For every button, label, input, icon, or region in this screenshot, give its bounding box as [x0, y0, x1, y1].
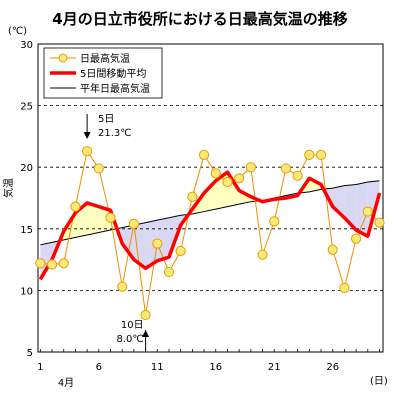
- daily-point: [198, 149, 210, 160]
- daily-point: [117, 281, 128, 292]
- y-axis-unit: (℃): [8, 26, 27, 37]
- daily-point: [292, 170, 303, 181]
- daily-point: [152, 238, 163, 249]
- fill-segment: [145, 220, 158, 269]
- legend-marker-daily: [58, 53, 68, 63]
- daily-point: [351, 233, 362, 244]
- fill-segment: [356, 181, 368, 237]
- daily-point: [362, 206, 373, 217]
- daily-point: [327, 244, 338, 255]
- plot-frame: [37, 43, 384, 353]
- x-tick-label: 1: [37, 362, 43, 373]
- x-tick-label: 6: [96, 362, 102, 373]
- y-tick-label: 20: [20, 163, 33, 174]
- y-tick-label: 30: [20, 40, 33, 51]
- annotation-day: 10日: [121, 320, 144, 331]
- annotation-day: 5日: [98, 114, 114, 125]
- fill-segment: [40, 242, 53, 280]
- daily-point: [374, 217, 385, 228]
- x-tick-label: 11: [151, 362, 164, 373]
- daily-point: [222, 176, 233, 188]
- daily-point: [82, 146, 93, 157]
- fill-segment: [98, 206, 111, 233]
- daily-point: [58, 258, 69, 269]
- y-tick-label: 5: [27, 348, 33, 359]
- daily-point: [245, 162, 256, 173]
- daily-point: [175, 245, 186, 257]
- fill-segment: [204, 180, 216, 212]
- daily-point: [140, 309, 151, 321]
- daily-point: [280, 163, 292, 174]
- y-tick-label: 25: [20, 102, 33, 113]
- daily-point: [128, 218, 139, 229]
- daily-point: [257, 249, 268, 260]
- arrow-head: [142, 330, 150, 337]
- daily-point: [187, 191, 198, 202]
- daily-point: [210, 168, 221, 179]
- annotation-value: 21.3℃: [98, 128, 132, 139]
- series-markers: [35, 146, 385, 321]
- chart-title: 4月の日立市役所における日最高気温の推移: [52, 10, 347, 28]
- x-tick-label: 26: [326, 362, 339, 373]
- x-tick-label: 16: [209, 362, 222, 373]
- daily-point: [315, 149, 327, 160]
- daily-point: [339, 282, 350, 294]
- fill-segment: [87, 202, 99, 235]
- daily-point: [234, 173, 245, 184]
- daily-point: [105, 212, 116, 223]
- daily-point: [93, 163, 104, 174]
- arrow-head: [83, 132, 91, 139]
- daily-point: [163, 266, 175, 278]
- annotation-value: 8.0℃: [116, 334, 143, 345]
- daily-point: [304, 149, 315, 160]
- x-axis-unit: (日): [370, 376, 388, 387]
- fill-segment: [133, 222, 146, 269]
- y-tick-label: 10: [20, 286, 33, 297]
- moving-average-line: [38, 170, 382, 281]
- daily-point: [269, 216, 280, 227]
- x-tick-label: 21: [268, 362, 281, 373]
- y-tick-label: 15: [20, 225, 33, 236]
- y-axis-label: 気温: [2, 178, 15, 198]
- fill-segment: [332, 185, 345, 218]
- legend-label-normal: 平年日最高気温: [80, 82, 150, 95]
- month-label: 4月: [58, 377, 74, 389]
- daily-point: [35, 258, 46, 269]
- daily-point: [46, 259, 58, 270]
- annotations: 5日 21.3℃ 10日 8.0℃: [83, 114, 150, 352]
- fill-segment: [122, 225, 134, 260]
- legend-label-daily: 日最高気温: [80, 52, 130, 65]
- legend-label-moving-average: 5日間移動平均: [80, 67, 146, 80]
- daily-point: [70, 201, 81, 212]
